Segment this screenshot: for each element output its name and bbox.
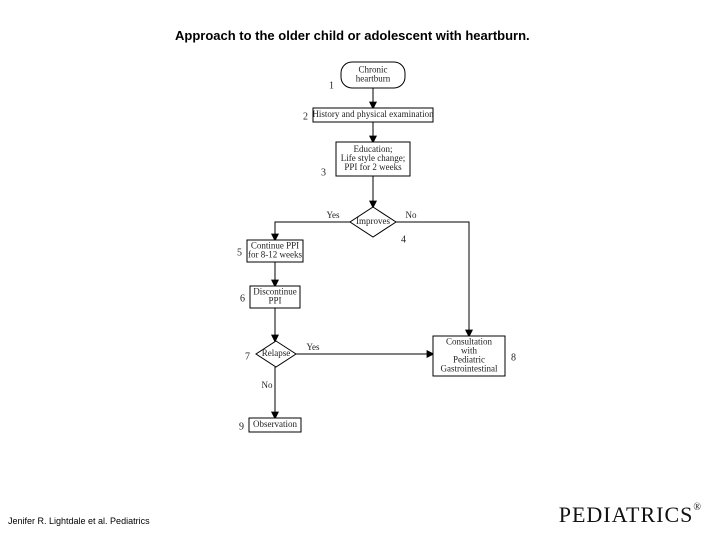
flowchart: YesNoYesNoChronicheartburnHistory and ph… xyxy=(225,56,545,496)
step-number: 7 xyxy=(245,351,250,362)
node-text: heartburn xyxy=(356,74,391,84)
registered-mark: ® xyxy=(693,502,702,513)
node-text: History and physical examination xyxy=(312,109,434,119)
step-number: 9 xyxy=(239,421,244,432)
node-text: Observation xyxy=(253,419,297,429)
step-number: 3 xyxy=(321,167,326,178)
step-number: 5 xyxy=(237,247,242,258)
logo-text: PEDIATRICS xyxy=(559,502,694,527)
step-number: 4 xyxy=(401,234,406,245)
slide-title: Approach to the older child or adolescen… xyxy=(175,28,530,43)
step-number: 1 xyxy=(329,80,334,91)
node-text: PPI xyxy=(268,296,281,306)
node-text: Gastrointestinal xyxy=(441,364,498,374)
citation-text: Jenifer R. Lightdale et al. Pediatrics xyxy=(8,516,150,526)
edge-label: Yes xyxy=(306,342,320,352)
pediatrics-logo: PEDIATRICS® xyxy=(559,502,702,528)
node-text: PPI for 2 weeks xyxy=(344,162,402,172)
node-text: Improves xyxy=(356,216,390,226)
edge-n4-n5 xyxy=(275,222,350,240)
edge-label: Yes xyxy=(326,210,340,220)
edge-label: No xyxy=(262,380,273,390)
step-number: 8 xyxy=(511,352,516,363)
edge-n4-n8 xyxy=(396,222,469,336)
step-number: 6 xyxy=(240,293,245,304)
edge-label: No xyxy=(406,210,417,220)
step-number: 2 xyxy=(303,111,308,122)
node-text: for 8-12 weeks xyxy=(248,250,302,260)
node-text: Relapse xyxy=(262,348,291,358)
